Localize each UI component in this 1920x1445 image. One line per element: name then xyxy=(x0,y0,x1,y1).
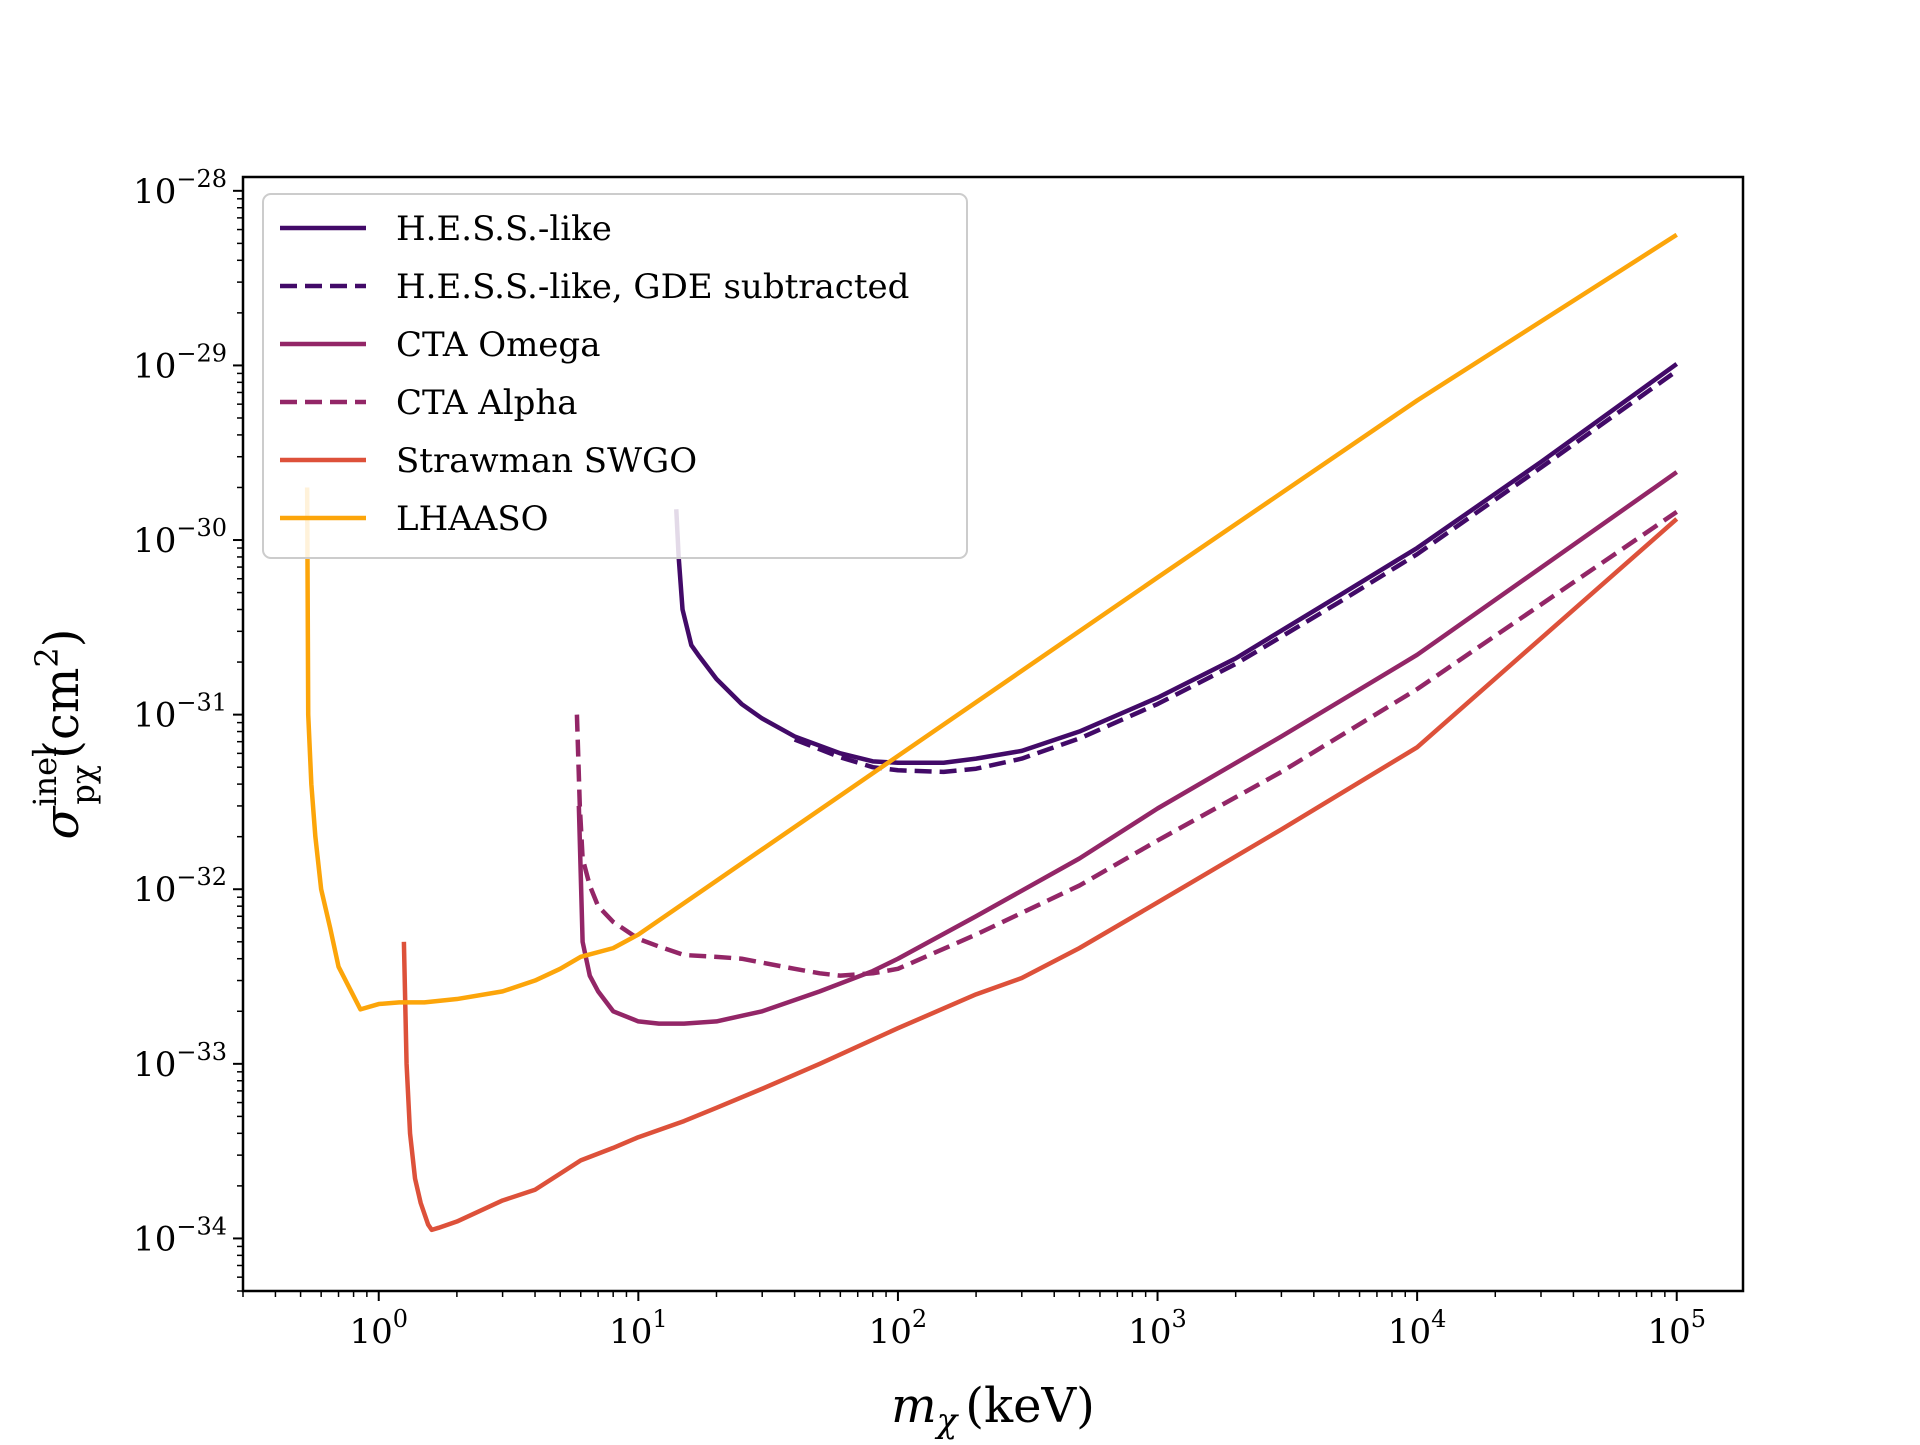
legend-label: CTA Alpha xyxy=(396,383,578,423)
legend-label: H.E.S.S.-like, GDE subtracted xyxy=(396,267,909,307)
legend-label: Strawman SWGO xyxy=(396,441,697,481)
y-tick-exp: −33 xyxy=(176,1038,227,1066)
y-axis-label-base: σ xyxy=(34,805,90,839)
x-axis-label-unit: (keV) xyxy=(965,1378,1095,1434)
x-tick-base: 10 xyxy=(869,1312,912,1352)
y-axis-label-unit-sup: 2 xyxy=(28,647,66,667)
x-tick-label: 102 xyxy=(869,1305,928,1352)
y-axis-label: σinelpχ (cm2) xyxy=(26,629,102,840)
y-tick-label: 10−30 xyxy=(133,514,227,561)
y-tick-base: 10 xyxy=(133,1219,176,1259)
y-tick-base: 10 xyxy=(133,696,176,736)
y-tick-exp: −32 xyxy=(176,863,227,891)
y-axis-label-sup: inel xyxy=(26,747,64,807)
legend-entries: H.E.S.S.-like H.E.S.S.-like, GDE subtract… xyxy=(280,209,909,539)
x-tick-base: 10 xyxy=(1128,1312,1171,1352)
y-tick-label: 10−29 xyxy=(133,339,227,386)
ticks-layer: 100 101 102 103 104 10510−3410−3310−3210−3110… xyxy=(133,165,1706,1352)
legend-frame xyxy=(262,193,968,559)
y-tick-exp: −34 xyxy=(176,1212,227,1240)
y-tick-label: 10−31 xyxy=(133,689,227,736)
x-tick-label: 105 xyxy=(1647,1305,1706,1352)
x-axis-label-sub: χ xyxy=(935,1401,960,1440)
y-tick-base: 10 xyxy=(133,172,176,212)
x-tick-exp: 3 xyxy=(1172,1305,1187,1333)
y-axis-label-unit: (cm xyxy=(34,668,90,759)
x-axis-label: mχ (keV) xyxy=(891,1378,1095,1440)
x-tick-base: 10 xyxy=(609,1312,652,1352)
x-tick-label: 100 xyxy=(349,1305,408,1352)
y-tick-exp: −29 xyxy=(176,339,227,367)
legend-label: H.E.S.S.-like xyxy=(396,209,612,249)
y-tick-base: 10 xyxy=(133,346,176,386)
plot-frame xyxy=(241,175,1745,1293)
x-tick-label: 104 xyxy=(1388,1305,1447,1352)
legend-label: CTA Omega xyxy=(396,325,600,365)
series-line-cta-omega xyxy=(576,470,1679,1026)
y-tick-exp: −31 xyxy=(176,689,227,717)
x-tick-exp: 4 xyxy=(1431,1305,1446,1333)
x-tick-exp: 0 xyxy=(393,1305,408,1333)
legend-label: LHAASO xyxy=(396,499,549,539)
y-tick-base: 10 xyxy=(133,521,176,561)
x-tick-label: 103 xyxy=(1128,1305,1187,1352)
y-tick-base: 10 xyxy=(133,870,176,910)
y-tick-label: 10−28 xyxy=(133,165,227,212)
legend: H.E.S.S.-like H.E.S.S.-like, GDE subtract… xyxy=(262,193,968,559)
x-tick-label: 101 xyxy=(609,1305,668,1352)
y-tick-exp: −30 xyxy=(176,514,227,542)
x-axis-label-base: m xyxy=(891,1378,937,1434)
x-tick-exp: 5 xyxy=(1691,1305,1706,1333)
y-axis-label-unit-close: ) xyxy=(34,629,90,648)
y-tick-exp: −28 xyxy=(176,165,227,193)
series-line-lhaaso xyxy=(304,232,1678,1012)
y-axis-label-sub: pχ xyxy=(64,765,102,805)
y-tick-label: 10−34 xyxy=(133,1212,227,1259)
y-tick-base: 10 xyxy=(133,1045,176,1085)
y-tick-label: 10−33 xyxy=(133,1038,227,1085)
series-line-strawman-swgo xyxy=(401,517,1679,1233)
series-line-cta-alpha xyxy=(574,509,1678,978)
series-layer xyxy=(304,232,1679,1233)
x-tick-base: 10 xyxy=(1647,1312,1690,1352)
x-tick-base: 10 xyxy=(1388,1312,1431,1352)
x-tick-base: 10 xyxy=(349,1312,392,1352)
y-tick-label: 10−32 xyxy=(133,863,227,910)
x-tick-exp: 1 xyxy=(652,1305,667,1333)
x-tick-exp: 2 xyxy=(912,1305,927,1333)
